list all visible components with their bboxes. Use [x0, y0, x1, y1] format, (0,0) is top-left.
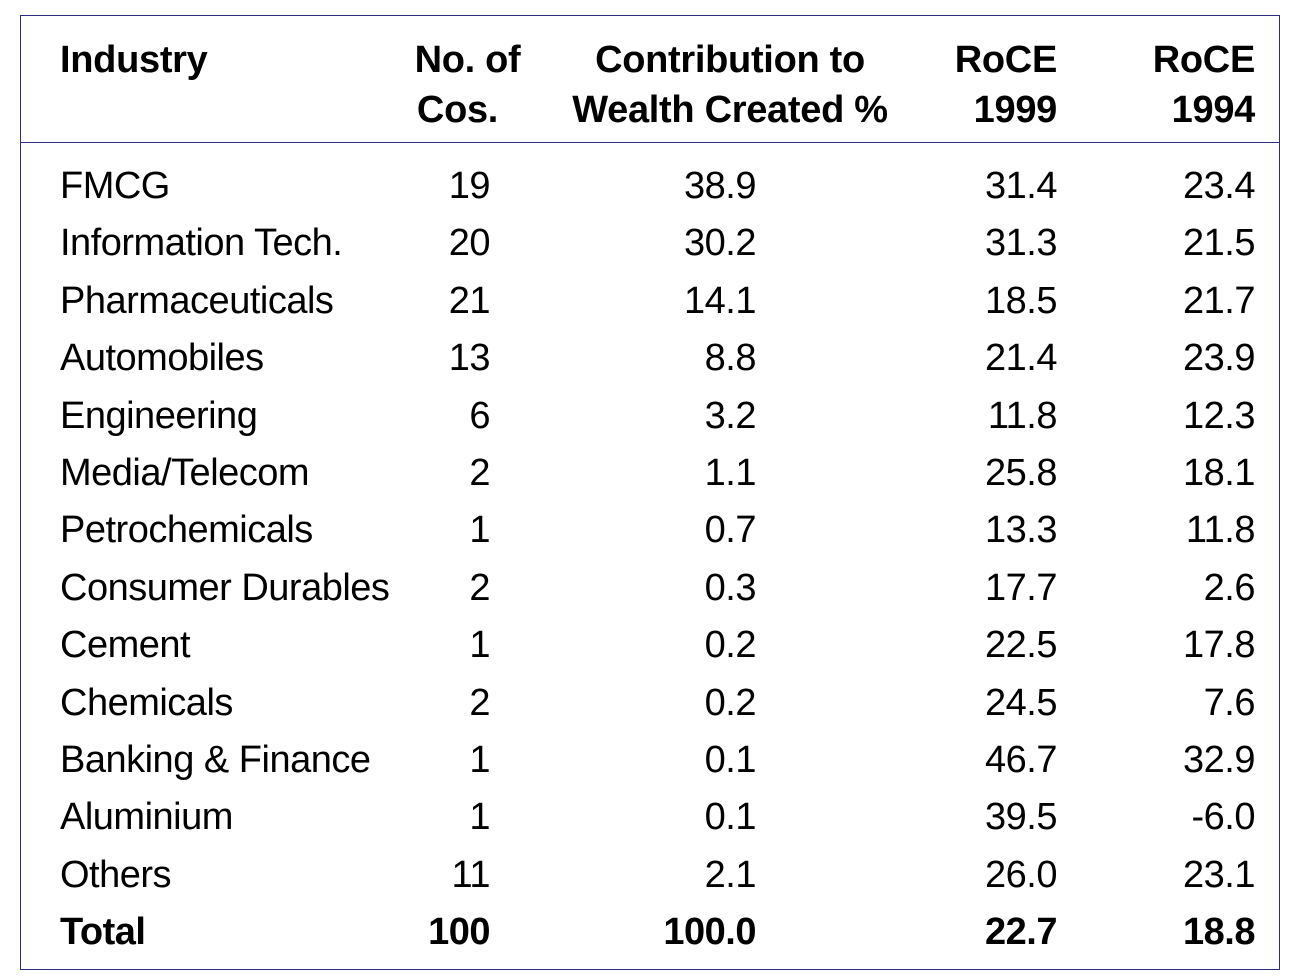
cell-roce-1994: -6.0 — [1191, 796, 1256, 839]
cell-industry: Pharmaceuticals — [60, 279, 334, 322]
cell-industry: Consumer Durables — [60, 566, 390, 609]
header-industry: Industry — [60, 39, 208, 81]
total-cell-roce-1999: 22.7 — [985, 911, 1057, 954]
header-contrib-line2: Wealth Created % — [572, 89, 888, 131]
cell-no-of-cos: 21 — [448, 279, 491, 322]
cell-contribution: 0.7 — [704, 509, 757, 552]
total-cell-contribution: 100.0 — [663, 911, 756, 954]
cell-roce-1999: 17.7 — [985, 566, 1057, 609]
cell-roce-1999: 11.8 — [987, 394, 1058, 437]
cell-no-of-cos: 6 — [469, 394, 490, 437]
cell-industry: Others — [60, 853, 172, 896]
cell-industry: Aluminium — [60, 796, 233, 839]
cell-no-of-cos: 2 — [469, 452, 490, 494]
total-cell-roce-1994: 18.8 — [1183, 911, 1255, 954]
cell-contribution: 3.2 — [704, 394, 757, 437]
cell-contribution: 0.1 — [704, 739, 757, 781]
cell-industry: Chemicals — [60, 681, 233, 724]
cell-industry: Automobiles — [60, 337, 264, 380]
cell-contribution: 0.2 — [704, 624, 757, 667]
cell-industry: Cement — [60, 624, 191, 667]
cell-no-of-cos: 20 — [448, 222, 491, 265]
cell-contribution: 8.8 — [704, 337, 757, 380]
header-roce1994-line2: 1994 — [1171, 89, 1256, 131]
cell-no-of-cos: 2 — [469, 566, 490, 609]
cell-roce-1999: 31.3 — [985, 222, 1057, 265]
cell-roce-1994: 23.4 — [1183, 165, 1255, 207]
cell-roce-1994: 23.9 — [1183, 337, 1255, 380]
header-roce1994-line1: RoCE — [1152, 39, 1256, 81]
cell-no-of-cos: 1 — [469, 624, 490, 667]
table-frame — [20, 15, 1280, 970]
cell-roce-1999: 18.5 — [985, 279, 1057, 322]
total-cell-industry: Total — [60, 911, 146, 954]
cell-roce-1994: 21.5 — [1183, 222, 1255, 265]
header-roce1999-line2: 1999 — [973, 89, 1058, 131]
cell-no-of-cos: 1 — [469, 796, 490, 839]
cell-contribution: 0.3 — [704, 566, 757, 609]
cell-roce-1999: 13.3 — [985, 509, 1057, 552]
cell-roce-1994: 12.3 — [1183, 394, 1255, 437]
cell-roce-1994: 23.1 — [1183, 853, 1255, 896]
cell-no-of-cos: 1 — [469, 739, 490, 781]
header-roce1999-line1: RoCE — [954, 39, 1058, 81]
cell-contribution: 0.2 — [704, 681, 757, 724]
cell-roce-1999: 21.4 — [985, 337, 1057, 380]
cell-no-of-cos: 2 — [469, 681, 490, 724]
cell-industry: Media/Telecom — [60, 452, 310, 494]
cell-roce-1994: 2.6 — [1203, 566, 1256, 609]
cell-contribution: 2.1 — [704, 853, 757, 896]
cell-roce-1994: 21.7 — [1183, 279, 1255, 322]
cell-industry: Information Tech. — [60, 222, 343, 265]
header-divider — [20, 142, 1280, 143]
cell-industry: Petrochemicals — [60, 509, 313, 552]
cell-contribution: 38.9 — [684, 165, 756, 207]
cell-roce-1994: 11.8 — [1185, 509, 1256, 552]
header-cos-line1: No. of — [414, 39, 521, 81]
header-contrib-line1: Contribution to — [595, 39, 865, 81]
total-cell-no-of-cos: 100 — [428, 911, 490, 954]
cell-roce-1999: 46.7 — [985, 739, 1057, 781]
cell-industry: Banking & Finance — [60, 739, 371, 781]
cell-roce-1999: 39.5 — [985, 796, 1057, 839]
cell-roce-1999: 31.4 — [985, 165, 1057, 207]
cell-contribution: 14.1 — [684, 279, 756, 322]
cell-contribution: 30.2 — [684, 222, 756, 265]
cell-industry: FMCG — [60, 165, 170, 207]
cell-roce-1999: 24.5 — [985, 681, 1057, 724]
cell-roce-1994: 32.9 — [1183, 739, 1255, 781]
cell-contribution: 1.1 — [704, 452, 757, 494]
cell-no-of-cos: 1 — [469, 509, 490, 552]
cell-roce-1994: 18.1 — [1183, 452, 1255, 494]
cell-no-of-cos: 19 — [448, 165, 491, 207]
cell-industry: Engineering — [60, 394, 258, 437]
cell-no-of-cos: 13 — [448, 337, 491, 380]
cell-roce-1994: 17.8 — [1183, 624, 1255, 667]
cell-roce-1999: 25.8 — [985, 452, 1057, 494]
cell-contribution: 0.1 — [704, 796, 757, 839]
header-cos-line2: Cos. — [416, 89, 499, 131]
cell-roce-1994: 7.6 — [1203, 681, 1256, 724]
cell-roce-1999: 22.5 — [985, 624, 1057, 667]
cell-no-of-cos: 11 — [451, 853, 491, 896]
cell-roce-1999: 26.0 — [985, 853, 1057, 896]
